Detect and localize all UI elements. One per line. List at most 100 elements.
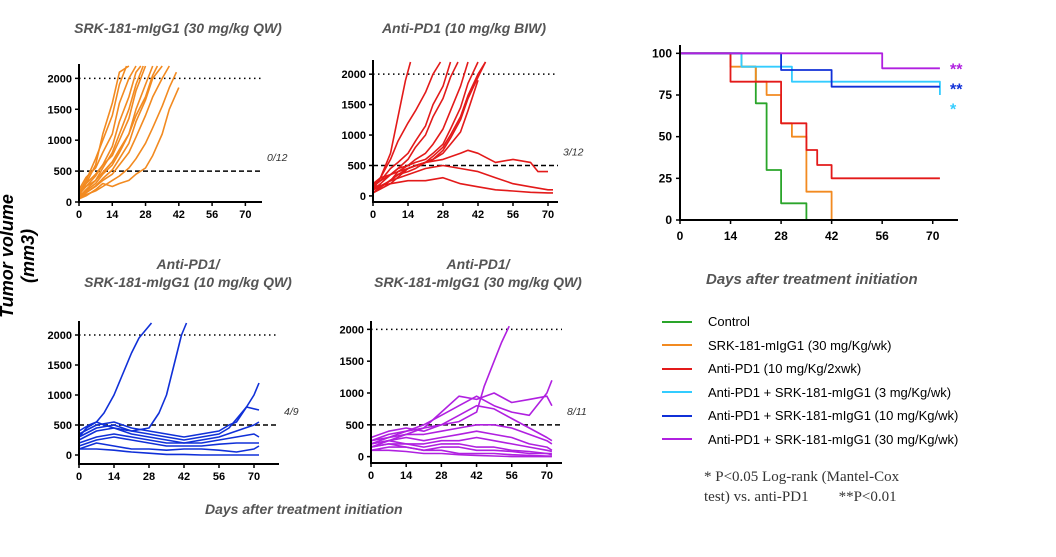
series-line-6 [78,433,260,444]
y-tick-label: 0 [665,213,672,227]
y-tick-label: 2000 [48,330,72,342]
chart-antipd1: 0 14 28 42 56 70 0 500 1000 1500 2000 3/12 [342,60,584,221]
panel-1-title: SRK-181-mIgG1 (30 mg/kg QW) [28,19,328,37]
x-tick-label: 70 [248,471,260,483]
response-count-annotation: 4/9 [284,406,299,418]
y-tick-label: 1500 [48,104,72,116]
x-tick-label: 28 [435,470,447,482]
footnote-line-1: * P<0.05 Log-rank (Mantel-Cox [704,469,900,485]
series-line-1 [78,322,153,438]
significance-marker: ** [950,61,963,78]
y-tick-label: 500 [346,420,364,432]
y-tick-label: 500 [54,166,72,178]
series-line-9 [79,448,259,456]
chart-combo-10: 0 14 28 42 56 70 0 500 1000 1500 2000 4/9 [48,321,299,483]
series-line-11 [372,164,553,191]
x-tick-label: 42 [472,209,484,221]
y-tick-label: 1000 [48,135,72,147]
x-tick-label: 56 [206,209,218,221]
series-line-9 [372,80,479,194]
significance-marker: ** [950,81,963,98]
y-tick-label: 100 [652,46,672,60]
series-line-11 [371,449,552,458]
series-line-6 [370,430,553,451]
y-tick-label: 0 [66,197,72,209]
series-line-2 [680,52,833,220]
series-line-1 [370,325,510,445]
panel-2-title-line: Anti-PD1 (10 mg/kg BIW) [381,20,547,36]
y-tick-label: 1000 [342,130,366,142]
series-line-10 [370,443,552,457]
y-tick-label: 1500 [48,360,72,372]
x-tick-label: 42 [825,229,839,243]
series-line-7 [78,65,154,197]
legend-swatch [662,438,692,441]
legend-swatch [662,367,692,370]
legend: Control SRK-181-mIgG1 (30 mg/Kg/wk) Anti… [662,310,1002,451]
series-line-11 [78,71,178,198]
series-line-3 [372,61,452,185]
legend-label: Control [708,314,750,330]
y-tick-label: 500 [54,420,72,432]
y-tick-label: 0 [360,191,366,203]
y-tick-label: 75 [659,88,673,102]
response-count-annotation: 0/12 [267,152,288,164]
x-tick-label: 70 [239,209,251,221]
x-tick-label: 56 [876,229,890,243]
y-tick-label: 1500 [340,356,364,368]
legend-label: SRK-181-mIgG1 (30 mg/Kg/wk) [708,337,892,353]
series-line-4 [78,406,260,441]
x-tick-label: 42 [178,471,190,483]
y-tick-label: 1000 [340,388,364,400]
series-line-4 [372,61,459,191]
series-line-4 [370,404,553,442]
x-tick-label: 56 [507,209,519,221]
response-count-annotation: 8/11 [567,406,587,418]
legend-label: Anti-PD1 (10 mg/Kg/2xwk) [708,361,862,377]
series-line-5 [78,65,144,198]
legend-swatch [662,320,692,323]
legend-item-combo-3: Anti-PD1 + SRK-181-mIgG1 (3 mg/Kg/wk) [662,381,1002,405]
legend-item-combo-30: Anti-PD1 + SRK-181-mIgG1 (30 mg/Kg/wk) [662,428,1002,452]
x-tick-label: 56 [213,471,225,483]
panel-4-title-line-2: SRK-181-mIgG1 (30 mg/kg QW) [374,274,582,290]
x-tick-label: 28 [143,471,155,483]
legend-label: Anti-PD1 + SRK-181-mIgG1 (10 mg/Kg/wk) [708,408,959,424]
footnote: * P<0.05 Log-rank (Mantel-Cox test) vs. … [704,467,984,507]
series-line-6 [680,52,940,70]
series-line-10 [78,65,170,197]
panel-1-title-line: SRK-181-mIgG1 (30 mg/kg QW) [74,20,282,36]
panel-4-title: Anti-PD1/ SRK-181-mIgG1 (30 mg/kg QW) [328,255,628,291]
series-line-5 [370,424,553,445]
y-tick-label: 500 [348,160,366,172]
series-line-6 [78,65,147,194]
y-tick-label: 2000 [340,324,364,336]
series-line-2 [78,322,188,432]
response-count-annotation: 3/12 [563,146,584,158]
series-line-8 [370,439,552,455]
y-tick-label: 50 [659,130,673,144]
series-line-7 [78,436,259,447]
panel-3-title-line-2: SRK-181-mIgG1 (10 mg/kg QW) [84,274,292,290]
panel-4-title-line-1: Anti-PD1/ [446,256,510,272]
y-tick-label: 2000 [48,73,72,85]
series-line-12 [78,87,180,200]
y-tick-label: 25 [659,171,673,185]
legend-item-antipd1: Anti-PD1 (10 mg/Kg/2xwk) [662,357,1002,381]
series-line-1 [78,65,128,194]
x-tick-label: 0 [76,471,82,483]
series-line-8 [78,442,260,453]
y-tick-label: 1500 [342,100,366,112]
series-line-10 [372,149,548,194]
x-tick-label: 14 [400,470,413,482]
legend-item-combo-10: Anti-PD1 + SRK-181-mIgG1 (10 mg/Kg/wk) [662,404,1002,428]
series-line-3 [78,65,137,190]
series-line-4 [78,65,142,196]
x-axis-label: Days after treatment initiation [205,501,403,517]
series-line-2 [372,61,442,188]
legend-label: Anti-PD1 + SRK-181-mIgG1 (30 mg/Kg/wk) [708,431,959,447]
legend-label: Anti-PD1 + SRK-181-mIgG1 (3 mg/Kg/wk) [708,384,952,400]
x-tick-label: 70 [542,209,554,221]
survival-x-axis-label: Days after treatment initiation [706,271,918,288]
